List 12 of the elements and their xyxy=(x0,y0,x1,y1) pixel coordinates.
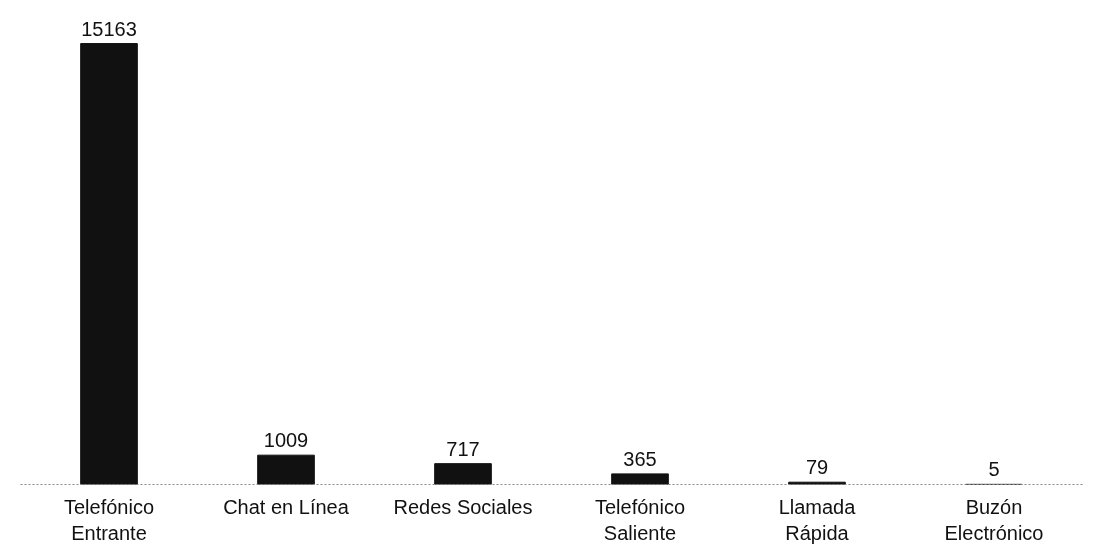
x-tick-label: Chat en Línea xyxy=(223,495,350,518)
x-tick-label: Telefónico Saliente xyxy=(594,495,686,544)
x-tick-label: Redes Sociales xyxy=(393,495,533,518)
data-label: 365 xyxy=(623,447,657,470)
data-label: 717 xyxy=(446,437,480,460)
data-label: 5 xyxy=(988,458,1000,481)
data-label: 15163 xyxy=(81,17,137,40)
x-tick-label: Llamada Rápida xyxy=(778,495,857,544)
x-tick-label: Buzón Electrónico xyxy=(944,495,1044,544)
x-tick-label: Telefónico Entrante xyxy=(63,495,155,544)
data-label: 1009 xyxy=(263,429,309,452)
data-label: 79 xyxy=(805,456,829,479)
